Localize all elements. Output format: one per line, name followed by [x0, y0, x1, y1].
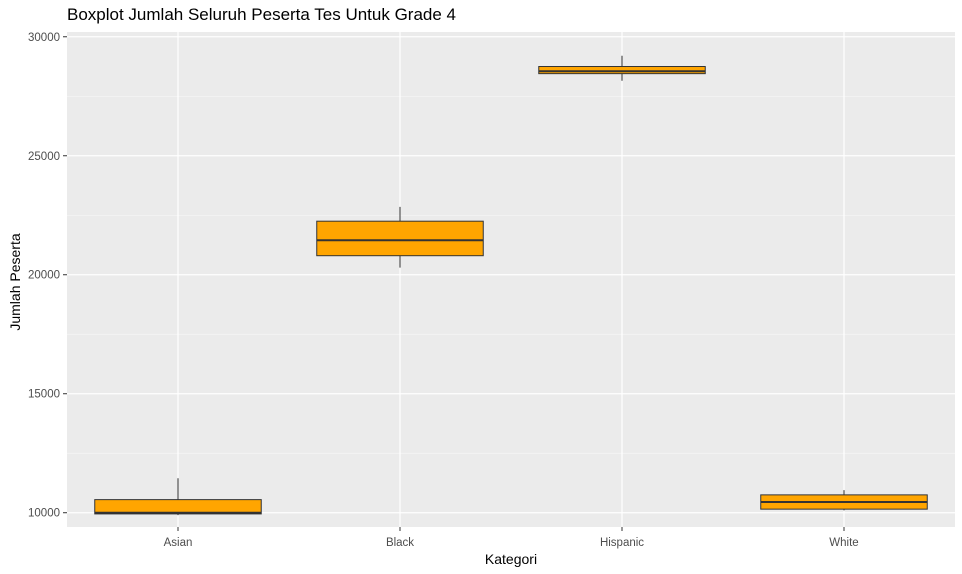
- box-asian: [94, 478, 262, 516]
- box-black: [316, 206, 484, 268]
- y-tick-label: 30000: [28, 32, 60, 44]
- boxes: [94, 55, 928, 516]
- chart-title: Boxplot Jumlah Seluruh Peserta Tes Untuk…: [67, 5, 457, 24]
- y-tick-label: 20000: [28, 270, 60, 282]
- plot-panel: [67, 32, 955, 527]
- y-tick-label: 10000: [28, 508, 60, 520]
- minor-gridlines: [67, 95, 955, 454]
- x-tick-label: Black: [386, 537, 414, 549]
- x-tick-label: Asian: [164, 537, 193, 549]
- x-axis-title: Kategori: [485, 551, 537, 567]
- box-hispanic: [538, 55, 706, 81]
- y-axis-title: Jumlah Peserta: [7, 233, 23, 330]
- y-tick-label: 25000: [28, 151, 60, 163]
- x-tick-label: White: [829, 537, 858, 549]
- box-white: [760, 490, 928, 511]
- x-axis: Asian Black Hispanic White: [164, 527, 859, 549]
- y-axis: 10000 15000 20000 25000 30000: [28, 32, 67, 520]
- box-iqr: [316, 220, 484, 257]
- x-tick-label: Hispanic: [600, 537, 644, 549]
- major-gridlines: [67, 32, 955, 527]
- y-tick-label: 15000: [28, 389, 60, 401]
- box-iqr: [94, 499, 262, 515]
- box-iqr: [538, 66, 706, 75]
